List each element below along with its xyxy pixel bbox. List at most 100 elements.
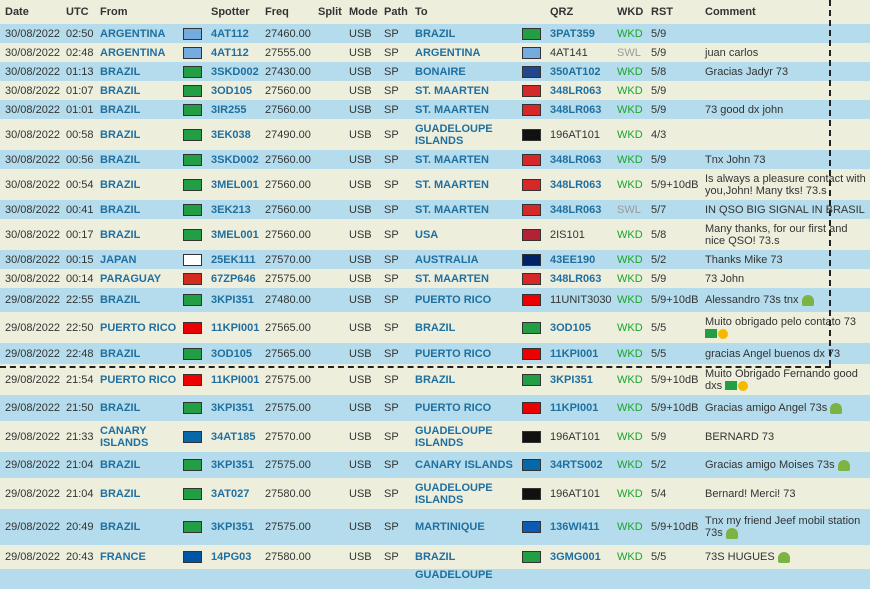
spotter-link[interactable]: 3KPI351 (206, 395, 260, 421)
to-country-link[interactable]: PUERTO RICO (410, 343, 519, 364)
spotter-link[interactable]: 3KPI351 (206, 452, 260, 478)
column-header[interactable]: Date (0, 0, 61, 24)
column-header[interactable]: Path (379, 0, 410, 24)
qrz-link[interactable]: 3KPI351 (545, 364, 612, 395)
to-country-link[interactable]: USA (410, 219, 519, 250)
column-header[interactable]: UTC (61, 0, 95, 24)
qrz-link[interactable]: 348LR063 (545, 169, 612, 200)
from-country-link[interactable]: PUERTO RICO (95, 312, 180, 343)
spotter-link[interactable]: 34AT185 (206, 421, 260, 452)
to-country-link[interactable]: GUADELOUPE ISLANDS (410, 119, 519, 150)
qrz-link[interactable]: 350AT102 (545, 62, 612, 81)
to-country-link[interactable]: BRAZIL (410, 312, 519, 343)
from-country-link[interactable]: BRAZIL (95, 219, 180, 250)
qrz-link[interactable]: 3GMG001 (545, 545, 612, 569)
qrz-link[interactable]: 136WI411 (545, 509, 612, 545)
spotter-link[interactable]: 3MEL001 (206, 219, 260, 250)
to-country-link[interactable]: ST. MAARTEN (410, 169, 519, 200)
spotter-link[interactable]: 3EK038 (206, 119, 260, 150)
spotter-link[interactable]: 3MEL001 (206, 169, 260, 200)
to-country-link[interactable]: CANARY ISLANDS (410, 452, 519, 478)
column-header[interactable]: Spotter (206, 0, 260, 24)
spotter-link[interactable]: 3AT027 (206, 478, 260, 509)
qrz-link[interactable]: 348LR063 (545, 200, 612, 219)
column-header[interactable]: Freq (260, 0, 313, 24)
qrz-link[interactable]: 43EE190 (545, 250, 612, 269)
from-country-link[interactable]: BRAZIL (95, 200, 180, 219)
to-country-link[interactable]: GUADELOUPE ISLANDS (410, 421, 519, 452)
spotter-link[interactable]: 3OD105 (206, 343, 260, 364)
qrz-link[interactable]: 348LR063 (545, 269, 612, 288)
to-country-link[interactable]: GUADELOUPE ISLANDS (410, 478, 519, 509)
to-country-link[interactable]: BONAIRE (410, 62, 519, 81)
spotter-link[interactable]: 25EK111 (206, 250, 260, 269)
spotter-link[interactable]: 3IR255 (206, 100, 260, 119)
qrz-link[interactable]: 348LR063 (545, 100, 612, 119)
from-country-link[interactable]: PUERTO RICO (95, 364, 180, 395)
to-country-link[interactable]: AUSTRALIA (410, 250, 519, 269)
to-country-link[interactable]: ARGENTINA (410, 43, 519, 62)
from-country-link[interactable]: CANARY ISLANDS (95, 421, 180, 452)
column-header[interactable] (180, 0, 206, 24)
from-country-link[interactable]: BRAZIL (95, 62, 180, 81)
to-country-link[interactable]: BRAZIL (410, 545, 519, 569)
from-country-link[interactable]: BRAZIL (95, 452, 180, 478)
from-country-link[interactable]: BRAZIL (95, 169, 180, 200)
column-header[interactable] (519, 0, 545, 24)
from-country-link[interactable]: BRAZIL (95, 343, 180, 364)
column-header[interactable]: RST (646, 0, 700, 24)
from-country-link[interactable]: BRAZIL (95, 288, 180, 312)
spotter-link[interactable]: 67ZP646 (206, 269, 260, 288)
qrz-link[interactable]: 3OD105 (545, 312, 612, 343)
spotter-link[interactable]: 4AT112 (206, 43, 260, 62)
from-country-link[interactable]: BRAZIL (95, 478, 180, 509)
from-country-link[interactable]: FRANCE (95, 545, 180, 569)
to-country-link[interactable]: ST. MAARTEN (410, 200, 519, 219)
column-header[interactable]: Comment (700, 0, 870, 24)
from-country-link[interactable]: BRAZIL (95, 100, 180, 119)
spotter-link[interactable]: 11KPI001 (206, 312, 260, 343)
from-country-link[interactable]: BRAZIL (95, 119, 180, 150)
from-country-link[interactable]: ARGENTINA (95, 43, 180, 62)
to-country-link[interactable]: ST. MAARTEN (410, 150, 519, 169)
spotter-link[interactable]: 4AT112 (206, 24, 260, 43)
mode-cell: USB (344, 62, 379, 81)
to-country-link[interactable]: ST. MAARTEN (410, 269, 519, 288)
column-header[interactable]: QRZ (545, 0, 612, 24)
column-header[interactable]: From (95, 0, 180, 24)
to-country-link[interactable]: BRAZIL (410, 364, 519, 395)
column-header[interactable]: Split (313, 0, 344, 24)
to-country-link[interactable]: MARTINIQUE (410, 509, 519, 545)
from-country-link[interactable]: BRAZIL (95, 395, 180, 421)
to-country-link[interactable]: ST. MAARTEN (410, 81, 519, 100)
from-country-link[interactable]: JAPAN (95, 250, 180, 269)
qrz-link[interactable]: 11KPI001 (545, 395, 612, 421)
spotter-link[interactable]: 11KPI001 (206, 364, 260, 395)
qrz-link[interactable]: 34RTS002 (545, 452, 612, 478)
qrz-link[interactable]: 348LR063 (545, 150, 612, 169)
spotter-link[interactable]: 3KPI351 (206, 509, 260, 545)
from-country-link[interactable]: BRAZIL (95, 81, 180, 100)
from-country-link[interactable]: ARGENTINA (95, 24, 180, 43)
qrz-link[interactable]: 11KPI001 (545, 343, 612, 364)
spotter-link[interactable]: 3EK213 (206, 200, 260, 219)
from-country-link[interactable]: BRAZIL (95, 509, 180, 545)
spotter-link[interactable]: 3KPI351 (206, 288, 260, 312)
qrz-link[interactable]: 3PAT359 (545, 24, 612, 43)
to-country-link[interactable]: ST. MAARTEN (410, 100, 519, 119)
qrz-link[interactable]: 348LR063 (545, 81, 612, 100)
from-flag-cell (180, 24, 206, 43)
column-header[interactable]: WKD (612, 0, 646, 24)
to-country-link[interactable]: PUERTO RICO (410, 395, 519, 421)
spotter-link[interactable]: 3SKD002 (206, 150, 260, 169)
spotter-link[interactable]: 14PG03 (206, 545, 260, 569)
spotter-link[interactable]: 3OD105 (206, 81, 260, 100)
from-country-link[interactable]: PARAGUAY (95, 269, 180, 288)
from-flag-icon (183, 253, 202, 266)
from-country-link[interactable]: BRAZIL (95, 150, 180, 169)
column-header[interactable]: Mode (344, 0, 379, 24)
column-header[interactable]: To (410, 0, 519, 24)
spotter-link[interactable]: 3SKD002 (206, 62, 260, 81)
to-country-link[interactable]: PUERTO RICO (410, 288, 519, 312)
to-country-link[interactable]: BRAZIL (410, 24, 519, 43)
